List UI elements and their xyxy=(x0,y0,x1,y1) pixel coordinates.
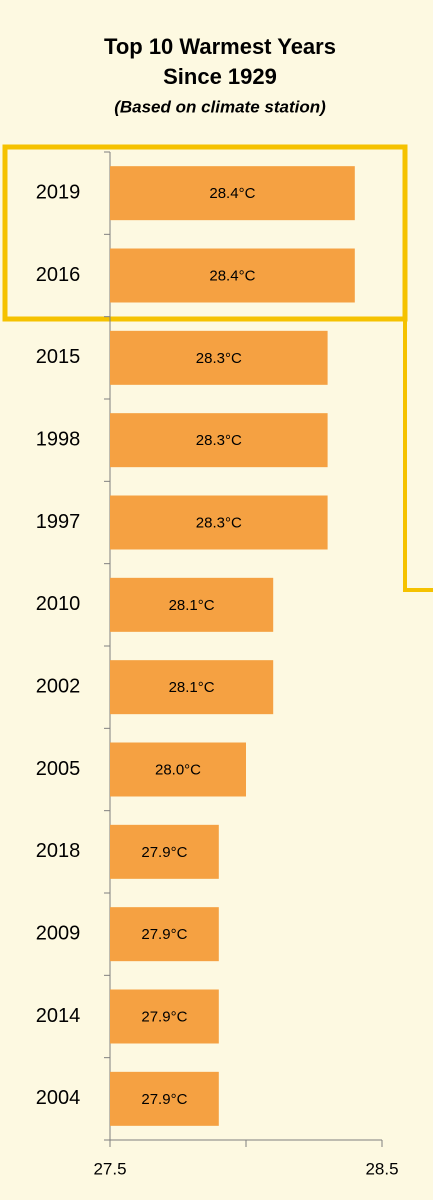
value-label: 27.9°C xyxy=(141,1091,187,1108)
bar xyxy=(110,330,328,385)
value-label: 27.9°C xyxy=(141,926,187,943)
bar xyxy=(110,413,328,468)
bar xyxy=(110,907,219,962)
bar xyxy=(110,248,355,303)
chart-title: Since 1929 xyxy=(163,64,277,89)
value-label: 28.3°C xyxy=(196,432,242,449)
highlight-box xyxy=(2,144,408,322)
chart-title: Top 10 Warmest Years xyxy=(104,34,336,59)
value-label: 28.3°C xyxy=(196,514,242,531)
y-tick-label: 2002 xyxy=(36,675,81,697)
value-label: 28.1°C xyxy=(169,597,215,614)
y-tick-label: 1998 xyxy=(36,428,81,450)
value-label: 28.0°C xyxy=(155,761,201,778)
y-tick-label: 2005 xyxy=(36,758,81,780)
bar xyxy=(110,495,328,550)
y-tick-label: 2014 xyxy=(36,1005,81,1027)
bar xyxy=(110,166,355,221)
value-label: 27.9°C xyxy=(141,1008,187,1025)
y-tick-label: 1997 xyxy=(36,511,81,533)
y-tick-label: 2016 xyxy=(36,264,81,286)
y-tick-label: 2010 xyxy=(36,593,81,615)
value-label: 27.9°C xyxy=(141,844,187,861)
bar xyxy=(110,1071,219,1126)
chart-subtitle: (Based on climate station) xyxy=(114,97,326,116)
bar xyxy=(110,824,219,879)
bar xyxy=(110,742,246,797)
y-tick-label: 2004 xyxy=(36,1087,81,1109)
bar xyxy=(110,577,274,632)
x-tick-label: 28.5 xyxy=(365,1159,398,1178)
value-label: 28.1°C xyxy=(169,679,215,696)
value-label: 28.3°C xyxy=(196,350,242,367)
x-tick-label: 27.5 xyxy=(93,1159,126,1178)
y-tick-label: 2015 xyxy=(36,346,81,368)
value-label: 28.4°C xyxy=(209,185,255,202)
y-tick-label: 2009 xyxy=(36,922,81,944)
highlight-connector xyxy=(403,265,433,592)
y-tick-label: 2019 xyxy=(36,181,81,203)
value-label: 28.4°C xyxy=(209,267,255,284)
y-tick-label: 2018 xyxy=(36,840,81,862)
bar xyxy=(110,989,219,1044)
bar xyxy=(110,660,274,715)
